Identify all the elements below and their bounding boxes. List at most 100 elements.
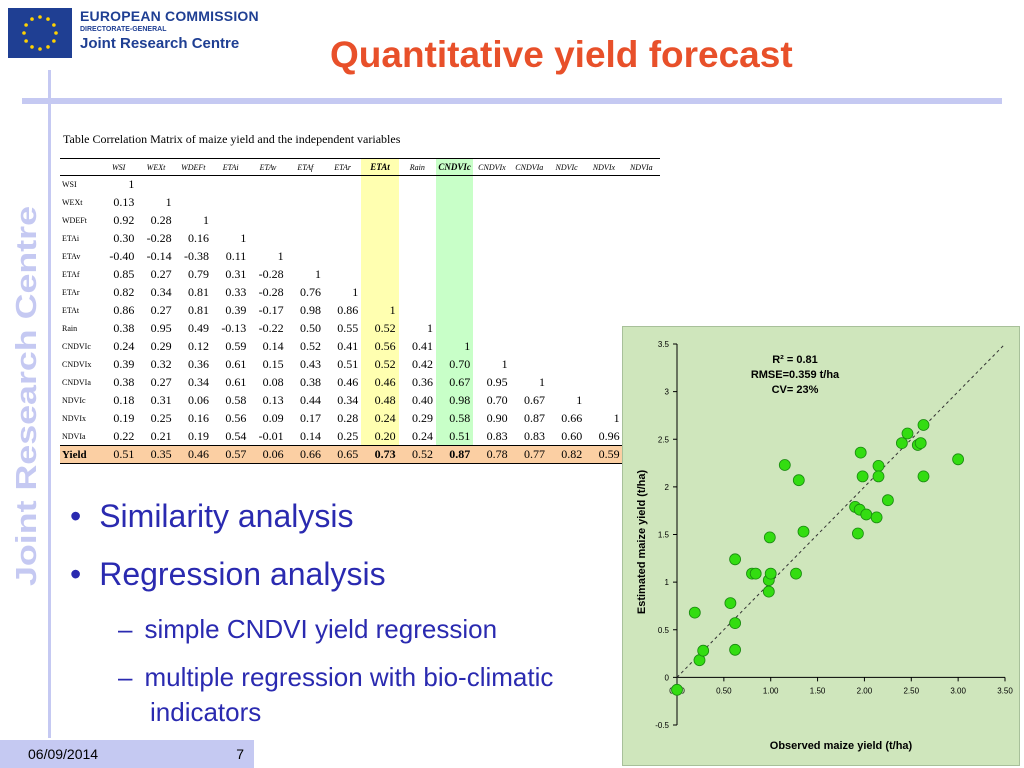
- table-cell: -0.38: [183, 249, 209, 263]
- data-point: [881, 494, 894, 507]
- table-cell: 0.98: [435, 391, 474, 410]
- table-cell: [548, 266, 585, 284]
- eu-stars-icon: [22, 15, 58, 51]
- data-point: [914, 437, 927, 449]
- table-cell: [287, 248, 324, 266]
- table-cell: 0.16: [187, 411, 209, 425]
- eu-star: [46, 45, 50, 49]
- row-label: WSI: [62, 180, 77, 190]
- table-cell: 0.46: [361, 373, 399, 392]
- table-cell: 1: [501, 357, 508, 371]
- slide-title: Quantitative yield forecast: [330, 34, 793, 75]
- eu-star: [30, 45, 34, 49]
- column-header: ETAf: [286, 158, 324, 176]
- table-cell: 0.55: [337, 321, 359, 335]
- table-cell: -0.28: [258, 267, 284, 281]
- table-cell: [435, 229, 474, 248]
- table-cell: [361, 193, 399, 212]
- table-cell: [212, 194, 249, 212]
- table-cell: [585, 194, 622, 212]
- table-cell: 1: [240, 231, 247, 245]
- header-divider: [22, 98, 1002, 104]
- eu-star: [22, 31, 26, 35]
- row-label: WEXt: [62, 198, 83, 207]
- table-cell: 0.77: [510, 445, 548, 464]
- table-cell: [511, 266, 548, 284]
- table-cell: [175, 176, 212, 194]
- table-cell: 0.51: [100, 445, 138, 464]
- x-tick-label: 3.50: [997, 686, 1013, 695]
- table-cell: [548, 320, 585, 338]
- table-cell: 0.52: [398, 445, 436, 464]
- table-cell: 0.34: [150, 285, 172, 299]
- slide-footer: 06/09/2014 7: [0, 740, 254, 768]
- table-cell: [548, 212, 585, 230]
- table-cell: [324, 248, 361, 266]
- table-cell: 0.50: [299, 321, 321, 335]
- table-corner-cell: [60, 158, 100, 176]
- table-cell: 0.83: [523, 428, 545, 443]
- table-cell: 0.39: [225, 303, 247, 317]
- column-header: WSI: [100, 158, 138, 176]
- table-cell: 0.41: [337, 339, 359, 353]
- table-cell: [473, 284, 510, 302]
- eu-star: [38, 15, 42, 19]
- table-cell: 0.57: [211, 445, 250, 464]
- subbullet-cndvi: – simple CNDVI yield regression: [118, 614, 553, 662]
- table-cell: 0.65: [323, 445, 362, 464]
- table-cell: 0.61: [225, 357, 247, 371]
- table-row: CNDVIc 0.24 0.29 0.12 0.59 0.14 0.52 0.41 0.56 0.…: [60, 337, 660, 356]
- table-cell: [249, 194, 286, 212]
- table-cell: 0.52: [299, 339, 321, 353]
- column-header: WEXt: [137, 158, 175, 176]
- table-cell: 0.81: [187, 285, 209, 299]
- row-label: CNDVIc: [62, 342, 91, 351]
- table-cell: 1: [314, 267, 321, 281]
- data-point: [792, 474, 805, 487]
- table-cell: [585, 176, 622, 194]
- table-cell: 0.08: [262, 375, 284, 389]
- table-cell: [324, 266, 361, 284]
- table-cell: [585, 320, 622, 338]
- table-cell: 1: [165, 195, 172, 209]
- table-cell: 0.49: [187, 321, 209, 335]
- x-tick-label: 1.00: [763, 686, 779, 695]
- data-point: [729, 553, 741, 566]
- table-cell: 0.14: [299, 428, 321, 443]
- table-cell: [473, 248, 510, 266]
- table-cell: [361, 247, 399, 266]
- table-cell: [435, 319, 474, 338]
- table-cell: 0.17: [299, 411, 321, 425]
- table-cell: [623, 266, 660, 284]
- eu-star: [24, 39, 28, 43]
- correlation-matrix-table: WSI WEXt WDEFt ETAi ETAv ETAf ETAr ETAt Rain CNDV…: [60, 158, 660, 464]
- table-cell: 0.31: [150, 393, 172, 407]
- table-cell: [399, 194, 436, 212]
- table-cell: [511, 248, 548, 266]
- data-point: [724, 597, 737, 610]
- table-cell: [287, 194, 324, 212]
- table-cell: [399, 248, 436, 266]
- x-tick-label: 2.00: [857, 686, 873, 695]
- table-cell: [511, 320, 548, 338]
- table-row: NDVIx 0.19 0.25 0.16 0.56 0.09 0.17 0.28 0.24 0.2…: [60, 409, 660, 428]
- table-cell: 0.12: [187, 339, 209, 353]
- column-header: CNDVIa: [510, 158, 548, 176]
- table-cell: 0.60: [561, 428, 583, 443]
- data-point: [729, 643, 741, 656]
- table-row: WSI 1: [60, 175, 660, 194]
- table-cell: 0.76: [299, 285, 321, 299]
- eu-star: [54, 31, 58, 35]
- table-cell: 0.11: [225, 249, 247, 263]
- eu-star: [52, 39, 56, 43]
- table-caption: Table Correlation Matrix of maize yield …: [63, 132, 401, 146]
- data-point: [778, 459, 791, 471]
- table-cell: -0.01: [258, 428, 284, 443]
- subbullet-label: multiple regression with bio-climatic: [144, 662, 554, 692]
- subbullet-multiple: – multiple regression with bio-climatic: [118, 662, 553, 693]
- table-cell: 0.85: [113, 267, 135, 281]
- table-cell: 0.70: [435, 355, 474, 374]
- bullet-list: Similarity analysis Regression analysis …: [70, 498, 553, 728]
- table-cell: -0.28: [258, 285, 284, 299]
- table-cell: 0.96: [598, 428, 620, 443]
